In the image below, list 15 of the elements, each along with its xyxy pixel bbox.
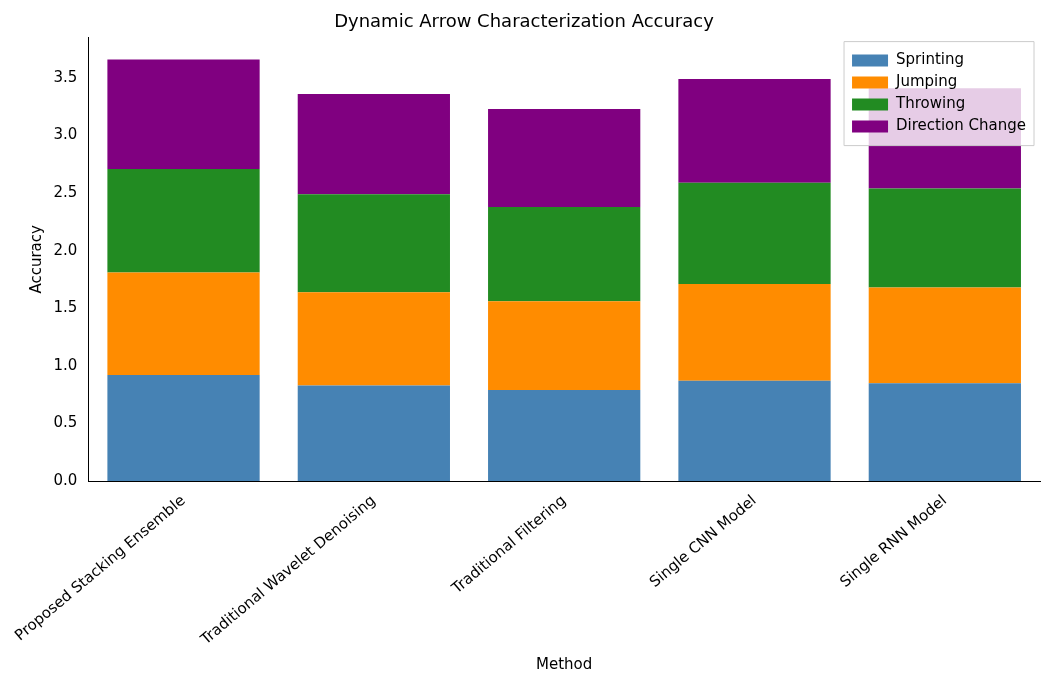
y-tick-label: 3.5: [53, 67, 78, 86]
chart-title: Dynamic Arrow Characterization Accuracy: [334, 10, 715, 32]
legend-label: Direction Change: [896, 116, 1027, 135]
y-tick-label: 3.0: [53, 125, 78, 144]
y-tick-label: 0.0: [53, 470, 78, 489]
legend-label: Throwing: [895, 94, 966, 113]
y-tick-label: 2.0: [53, 240, 78, 259]
legend-label: Jumping: [895, 72, 958, 91]
y-tick-label: 1.5: [53, 298, 78, 317]
y-axis-title: Accuracy: [27, 224, 46, 294]
y-tick-label: 2.5: [53, 182, 78, 201]
y-tick-label: 1.0: [53, 355, 78, 374]
y-tick-label: 0.5: [53, 413, 78, 432]
x-axis-title: Method: [536, 654, 593, 673]
legend-label: Sprinting: [896, 50, 965, 69]
